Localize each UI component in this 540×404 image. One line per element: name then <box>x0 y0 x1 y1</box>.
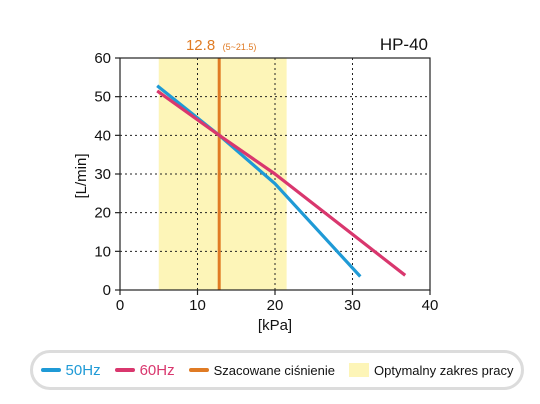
legend-swatch-optimal-range <box>349 363 370 377</box>
x-tick-label-40: 40 <box>422 297 439 314</box>
optimal-range-band-group <box>158 58 287 290</box>
estimated-pressure-label: 12.8 (5~21.5) <box>186 37 256 54</box>
svg-text:12.8 (5~21.5): 12.8 (5~21.5) <box>186 37 256 54</box>
legend-label-optimal-range: Optymalny zakres pracy <box>374 362 514 378</box>
optimal-range-band <box>158 58 287 290</box>
chart-title: HP-40 <box>380 35 428 54</box>
legend-item-50hz: 50Hz <box>40 361 101 379</box>
legend-swatch-estimated-pressure <box>188 368 209 372</box>
legend-label-60hz: 60Hz <box>139 361 175 379</box>
legend-label-50hz: 50Hz <box>65 361 101 379</box>
y-tick-label-20: 20 <box>94 205 111 222</box>
x-tick-label-0: 0 <box>116 297 124 314</box>
estimated-pressure-value: 12.8 <box>186 37 215 54</box>
y-tick-label-0: 0 <box>103 282 111 299</box>
series-group <box>156 84 407 278</box>
legend-swatch-60hz <box>114 368 135 372</box>
legend-label-estimated-pressure: Szacowane ciśnienie <box>213 362 336 378</box>
legend-item-60hz: 60Hz <box>114 361 175 379</box>
x-tick-label-30: 30 <box>344 297 361 314</box>
x-tick-label-10: 10 <box>189 297 206 314</box>
y-tick-label-60: 60 <box>94 50 111 67</box>
tick-labels-group: 0 10 20 30 40 0 10 20 30 40 50 60 <box>94 50 438 314</box>
legend-item-optimal-range: Optymalny zakres pracy <box>349 363 513 378</box>
x-axis-label: [kPa] <box>258 317 292 334</box>
y-tick-label-50: 50 <box>94 89 111 106</box>
legend-swatch-50hz <box>40 368 61 372</box>
y-tick-label-10: 10 <box>94 243 111 260</box>
y-axis-label: [L/min] <box>73 153 90 198</box>
legend: 50Hz 60Hz Szacowane ciśnienie Optymalny … <box>30 350 524 390</box>
series-line-50hz <box>156 84 362 278</box>
x-tick-label-20: 20 <box>267 297 284 314</box>
series-line-60hz <box>156 89 407 277</box>
y-tick-label-40: 40 <box>94 127 111 144</box>
y-tick-label-30: 30 <box>94 166 111 183</box>
legend-item-estimated-pressure: Szacowane ciśnienie <box>188 362 336 378</box>
estimated-pressure-range: (5~21.5) <box>223 42 257 52</box>
axes-group <box>115 57 431 295</box>
